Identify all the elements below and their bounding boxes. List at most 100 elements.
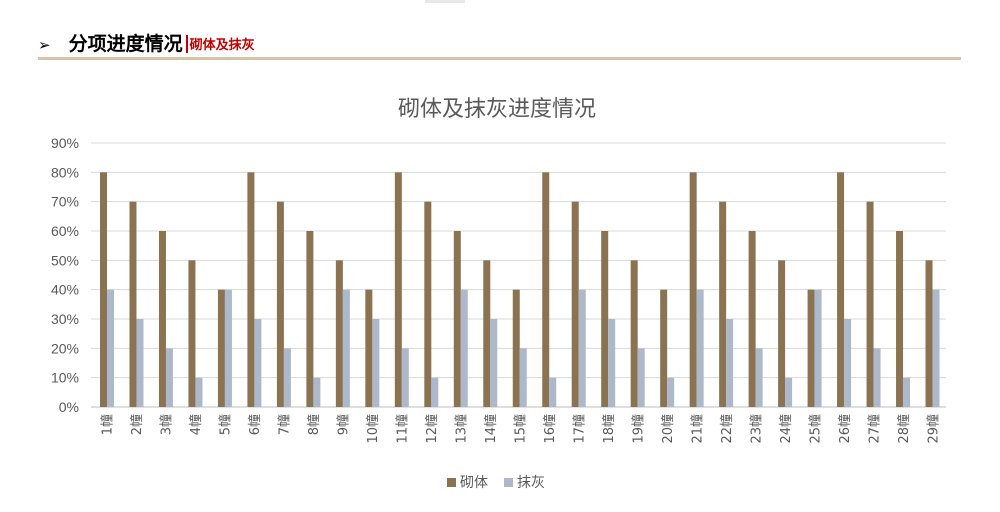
bar-masonry bbox=[689, 172, 697, 407]
bar-masonry bbox=[365, 289, 373, 407]
bar-plaster bbox=[932, 289, 940, 407]
x-tick-label: 17幢 bbox=[571, 414, 587, 444]
bar-masonry bbox=[630, 260, 638, 407]
bar-plaster bbox=[755, 348, 763, 407]
bar-masonry bbox=[424, 201, 432, 407]
bar-masonry bbox=[542, 172, 550, 407]
y-tick-label: 60% bbox=[51, 223, 79, 239]
legend-swatch-masonry bbox=[447, 478, 456, 487]
bar-plaster bbox=[637, 348, 645, 407]
y-tick-label: 20% bbox=[51, 340, 79, 356]
bar-masonry bbox=[335, 260, 343, 407]
x-tick-label: 16幢 bbox=[542, 414, 558, 444]
bar-plaster bbox=[195, 377, 203, 407]
bar-masonry bbox=[660, 289, 668, 407]
bar-plaster bbox=[283, 348, 291, 407]
x-tick-label: 28幢 bbox=[896, 414, 912, 444]
x-tick-label: 6幢 bbox=[247, 414, 263, 435]
bar-masonry bbox=[601, 231, 609, 407]
bar-masonry bbox=[896, 231, 904, 407]
x-tick-label: 14幢 bbox=[483, 414, 499, 444]
y-tick-label: 30% bbox=[51, 311, 79, 327]
x-tick-label: 29幢 bbox=[925, 414, 941, 444]
bar-masonry bbox=[837, 172, 845, 407]
bar-masonry bbox=[158, 231, 166, 407]
bar-masonry bbox=[512, 289, 520, 407]
x-tick-label: 4幢 bbox=[188, 414, 204, 435]
arrow-bullet-icon: ➢ bbox=[38, 36, 51, 54]
x-tick-label: 18幢 bbox=[601, 414, 617, 444]
x-tick-label: 9幢 bbox=[336, 414, 352, 435]
bar-masonry bbox=[129, 201, 137, 407]
x-tick-label: 15幢 bbox=[513, 414, 529, 444]
bar-plaster bbox=[460, 289, 468, 407]
bar-masonry bbox=[306, 231, 314, 407]
bar-plaster bbox=[490, 319, 498, 407]
top-decoration bbox=[425, 0, 465, 3]
bar-plaster bbox=[107, 289, 114, 407]
bar-plaster bbox=[342, 289, 350, 407]
bar-plaster bbox=[814, 289, 822, 407]
header-rule bbox=[38, 57, 961, 60]
x-tick-label: 23幢 bbox=[748, 414, 764, 444]
x-tick-label: 3幢 bbox=[159, 414, 175, 435]
bar-masonry bbox=[719, 201, 727, 407]
bar-plaster bbox=[431, 377, 439, 407]
bar-masonry bbox=[100, 172, 107, 407]
bar-masonry bbox=[748, 231, 756, 407]
bar-masonry bbox=[925, 260, 933, 407]
bar-plaster bbox=[785, 377, 793, 407]
bar-plaster bbox=[844, 319, 852, 407]
bar-plaster bbox=[254, 319, 262, 407]
bar-plaster bbox=[667, 377, 675, 407]
x-tick-label: 8幢 bbox=[306, 414, 322, 435]
y-tick-label: 10% bbox=[51, 370, 79, 386]
x-tick-label: 12幢 bbox=[424, 414, 440, 444]
x-tick-label: 20幢 bbox=[660, 414, 676, 444]
x-tick-label: 24幢 bbox=[778, 414, 794, 444]
x-tick-label: 25幢 bbox=[807, 414, 823, 444]
legend-swatch-plaster bbox=[504, 478, 513, 487]
bar-masonry bbox=[807, 289, 815, 407]
bar-plaster bbox=[549, 377, 557, 407]
section-subtitle: 砌体及抹灰 bbox=[189, 38, 255, 53]
x-tick-label: 19幢 bbox=[630, 414, 646, 444]
bar-plaster bbox=[873, 348, 881, 407]
y-tick-label: 80% bbox=[51, 164, 79, 180]
bar-masonry bbox=[866, 201, 874, 407]
x-tick-label: 11幢 bbox=[395, 414, 411, 444]
x-tick-label: 13幢 bbox=[454, 414, 470, 444]
bar-plaster bbox=[401, 348, 409, 407]
bar-plaster bbox=[903, 377, 911, 407]
bar-masonry bbox=[483, 260, 491, 407]
y-tick-label: 50% bbox=[51, 252, 79, 268]
bar-masonry bbox=[217, 289, 225, 407]
bar-masonry bbox=[247, 172, 255, 407]
y-tick-label: 70% bbox=[51, 194, 79, 210]
section-header: ➢ 分项进度情况 砌体及抹灰 bbox=[38, 28, 255, 56]
legend-label-masonry: 砌体 bbox=[460, 475, 488, 491]
x-tick-label: 5幢 bbox=[218, 414, 234, 435]
x-tick-label: 1幢 bbox=[100, 414, 116, 435]
bar-masonry bbox=[394, 172, 402, 407]
bar-plaster bbox=[726, 319, 734, 407]
x-tick-label: 26幢 bbox=[837, 414, 853, 444]
chart-title: 砌体及抹灰进度情况 bbox=[398, 97, 596, 122]
bar-masonry bbox=[778, 260, 786, 407]
y-tick-label: 90% bbox=[51, 135, 79, 151]
x-tick-label: 7幢 bbox=[277, 414, 293, 435]
legend-label-plaster: 抹灰 bbox=[517, 475, 545, 491]
bar-plaster bbox=[372, 319, 380, 407]
bar-plaster bbox=[696, 289, 704, 407]
x-tick-label: 27幢 bbox=[866, 414, 882, 444]
x-tick-label: 2幢 bbox=[129, 414, 145, 435]
y-tick-label: 40% bbox=[51, 282, 79, 298]
x-tick-label: 10幢 bbox=[365, 414, 381, 444]
bar-plaster bbox=[608, 319, 616, 407]
bar-plaster bbox=[313, 377, 321, 407]
bar-plaster bbox=[224, 289, 232, 407]
bar-masonry bbox=[453, 231, 461, 407]
x-tick-label: 21幢 bbox=[689, 414, 705, 444]
bar-masonry bbox=[571, 201, 579, 407]
